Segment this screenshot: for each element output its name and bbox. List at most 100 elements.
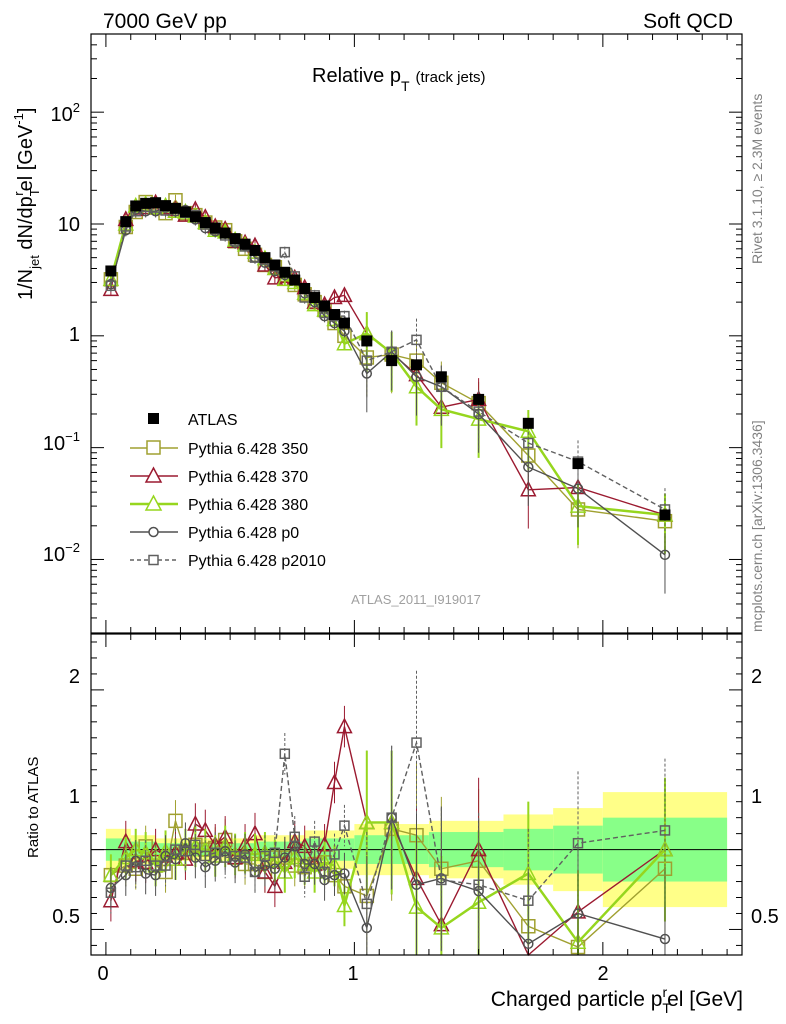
point-atlas-24 xyxy=(361,335,373,347)
ylabel-part-e: r xyxy=(11,191,26,196)
chart-title: Relative pT (track jets) xyxy=(312,65,486,94)
xlabel-part-c: r xyxy=(662,984,667,1000)
legend-marker-p350 xyxy=(146,440,161,455)
axis-ticks xyxy=(91,33,742,955)
ratio-point-p2010-21 xyxy=(319,866,330,878)
xlabel-part-d: el [GeV] xyxy=(667,988,743,1011)
ratio-tick-label-1-left: 1 xyxy=(69,786,80,808)
ratio-point-p2010-28 xyxy=(473,879,484,890)
ratio-tick-label-2-right: 2 xyxy=(751,666,762,688)
ratio-point-p2010-15 xyxy=(259,850,271,862)
ratio-point-p2010-30 xyxy=(572,837,584,849)
ratio-point-p2010-26 xyxy=(411,737,422,748)
legend-entry-p380: Pythia 6.428 380 xyxy=(130,494,308,514)
legend-marker-p2010 xyxy=(148,554,159,566)
legend-marker-p380 xyxy=(144,494,163,511)
point-atlas-14 xyxy=(249,244,261,256)
ratio-point-p2010-23 xyxy=(339,820,350,831)
point-atlas-30 xyxy=(572,458,584,470)
point-p2010-0 xyxy=(105,280,117,292)
point-atlas-21 xyxy=(319,300,331,312)
point-atlas-12 xyxy=(229,233,241,245)
ylabel-part-h: ] xyxy=(15,108,37,114)
chart-title-extra: (track jets) xyxy=(416,69,486,86)
ratio-point-p370-23 xyxy=(336,717,353,734)
point-atlas-23 xyxy=(338,317,350,329)
ratio-point-p370-22 xyxy=(326,773,343,790)
legend-marker-atlas xyxy=(148,413,159,424)
point-atlas-7 xyxy=(179,206,191,218)
panel-frames xyxy=(90,33,743,956)
point-p2010-17 xyxy=(279,246,291,258)
upper-panel-data xyxy=(102,193,674,594)
point-atlas-4 xyxy=(150,197,162,209)
ratio-point-p0-23 xyxy=(339,868,350,879)
ratio-point-p2010-29 xyxy=(523,895,534,906)
ratio-point-p2010-20 xyxy=(309,836,320,847)
point-atlas-27 xyxy=(435,371,447,383)
point-atlas-28 xyxy=(473,393,485,405)
ratio-point-p2010-31 xyxy=(659,825,671,836)
ratio-point-p0-20 xyxy=(309,858,320,870)
ratio-point-p2010-22 xyxy=(329,849,340,860)
ratio-tick-label-05-right: 0.5 xyxy=(751,906,779,928)
ratio-point-p2010-3 xyxy=(140,855,151,867)
point-p2010-26 xyxy=(411,334,422,346)
legend-marker-p370 xyxy=(144,466,163,483)
point-p370-23 xyxy=(336,286,353,303)
chart-title-sub: T xyxy=(401,78,410,94)
ratio-point-p2010-9 xyxy=(200,850,211,862)
point-p380-23 xyxy=(336,334,353,351)
point-p2010-29 xyxy=(523,437,534,449)
ratio-point-p2010-2 xyxy=(130,861,141,873)
point-atlas-5 xyxy=(160,200,172,212)
point-p0-24 xyxy=(361,368,373,379)
point-atlas-15 xyxy=(259,252,271,264)
point-atlas-6 xyxy=(169,202,181,214)
lower-y-axis-label: Ratio to ATLAS xyxy=(25,757,42,858)
ratio-point-p2010-24 xyxy=(361,898,373,910)
legend-label-p370: Pythia 6.428 370 xyxy=(188,469,308,486)
ratio-point-p2010-8 xyxy=(190,839,201,851)
legend-entry-p2010: Pythia 6.428 p2010 xyxy=(130,553,326,570)
analysis-watermark: ATLAS_2011_I919017 xyxy=(351,592,481,607)
point-atlas-8 xyxy=(189,211,201,223)
ratio-point-p2010-7 xyxy=(180,845,191,857)
point-atlas-19 xyxy=(299,282,311,294)
ratio-point-p2010-14 xyxy=(249,866,261,878)
point-p370-0 xyxy=(102,280,120,297)
point-atlas-22 xyxy=(329,309,341,321)
ratio-point-p2010-4 xyxy=(150,860,161,871)
legend-label-p380: Pythia 6.428 380 xyxy=(188,497,308,514)
x-tick-label-0: 0 xyxy=(97,963,108,985)
point-atlas-18 xyxy=(289,274,301,286)
legend-label-atlas: ATLAS xyxy=(188,412,238,429)
upper-panel-frame xyxy=(90,33,743,634)
lower-panel-data xyxy=(102,670,674,957)
ratio-point-p0-21 xyxy=(319,874,330,886)
legend: ATLAS Pythia 6.428 350 Pythia 6.428 370 … xyxy=(130,412,326,570)
rivet-version-label: Rivet 3.1.10, ≥ 2.3M events xyxy=(749,94,765,264)
legend-label-p350: Pythia 6.428 350 xyxy=(188,441,308,458)
point-p370-16 xyxy=(266,268,284,285)
ratio-point-p2010-19 xyxy=(299,871,310,882)
ratio-point-p2010-12 xyxy=(229,850,241,862)
ratio-tick-label-2-left: 2 xyxy=(69,666,80,688)
ratio-point-p2010-6 xyxy=(170,844,181,855)
y-tick-label-1e2: 102 xyxy=(51,100,80,126)
ratio-point-p2010-27 xyxy=(436,874,447,886)
legend-entry-atlas: ATLAS xyxy=(148,412,238,429)
ratio-point-p0-11 xyxy=(219,845,231,857)
legend-entry-p370: Pythia 6.428 370 xyxy=(130,466,308,486)
ratio-point-p0-2 xyxy=(130,855,141,867)
point-atlas-29 xyxy=(522,417,534,429)
point-atlas-10 xyxy=(209,222,221,234)
legend-entry-p350: Pythia 6.428 350 xyxy=(130,440,308,458)
point-atlas-17 xyxy=(279,266,291,278)
ratio-point-p2010-11 xyxy=(219,852,231,863)
point-atlas-25 xyxy=(386,355,398,367)
ratio-point-p2010-10 xyxy=(209,847,221,859)
ratio-point-p2010-16 xyxy=(269,847,281,859)
ylabel-part-d: T xyxy=(27,188,42,196)
